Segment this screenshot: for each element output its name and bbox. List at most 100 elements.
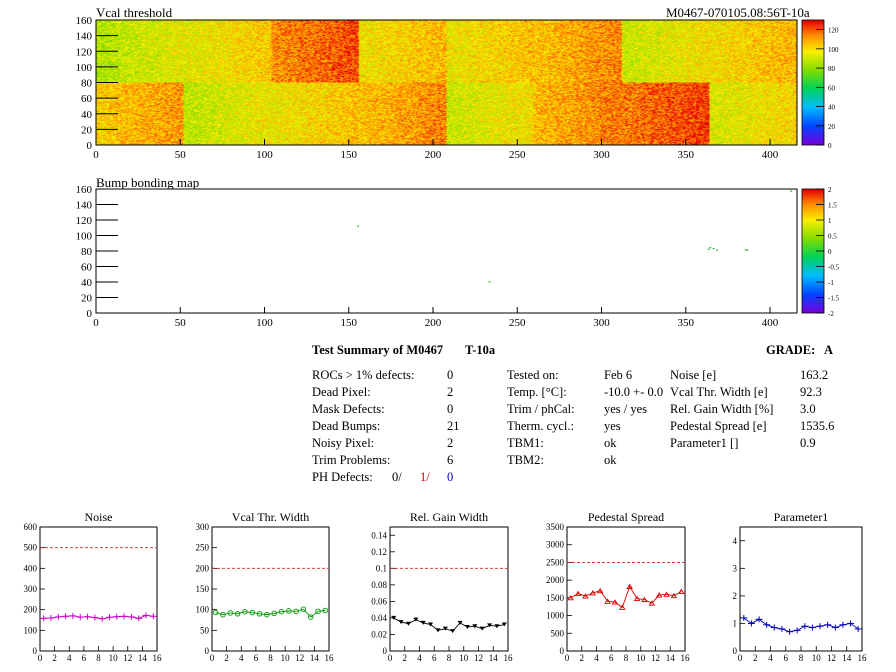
plot-title: Vcal Thr. Width <box>232 510 309 524</box>
y-tick-label: 0 <box>33 646 38 656</box>
y-tick-label: 1000 <box>546 611 565 621</box>
y-tick-label: 3000 <box>546 540 565 550</box>
y-tick-label: 0.06 <box>371 596 387 606</box>
bump-defect-point <box>746 249 749 251</box>
vcal-threshold-heatmap <box>96 20 797 145</box>
y-tick-label: 1500 <box>546 593 565 603</box>
data-point <box>413 617 419 622</box>
series-line <box>43 614 154 620</box>
y-tick-label: 0.14 <box>371 530 387 540</box>
x-tick-label: 4 <box>768 653 773 663</box>
y-tick-label: 300 <box>196 522 210 532</box>
data-point <box>472 624 478 629</box>
x-tick-label: 400 <box>762 317 779 329</box>
x-tick-label: 50 <box>175 149 187 161</box>
y-tick-label: 500 <box>24 543 38 553</box>
data-point <box>234 611 241 617</box>
palette-tick-label: 120 <box>828 27 839 35</box>
y-tick-label: 600 <box>24 522 38 532</box>
y-tick-label: 140 <box>76 31 93 43</box>
plot-title: Rel. Gain Width <box>410 510 488 524</box>
plot-frame <box>39 526 158 652</box>
y-tick-label: 120 <box>76 215 93 227</box>
y-tick-label: 2 <box>733 591 738 601</box>
data-point <box>574 590 582 597</box>
data-point <box>405 621 411 626</box>
x-tick-label: 100 <box>256 317 273 329</box>
y-tick-label: 60 <box>81 93 93 105</box>
data-point <box>322 607 329 614</box>
x-tick-label: 0 <box>738 653 743 663</box>
y-tick-label: 300 <box>24 584 38 594</box>
x-tick-label: 2 <box>753 653 758 663</box>
x-tick-label: 2 <box>403 653 408 663</box>
data-point <box>391 615 397 620</box>
y-tick-label: 50 <box>200 625 210 635</box>
x-tick-label: 16 <box>858 653 868 663</box>
data-point <box>457 620 463 625</box>
x-tick-label: 6 <box>254 653 259 663</box>
x-tick-label: 12 <box>474 653 483 663</box>
data-point <box>428 622 434 627</box>
y-tick-label: 100 <box>196 605 210 615</box>
y-tick-label: 80 <box>81 246 93 258</box>
x-tick-label: 250 <box>509 317 526 329</box>
data-point <box>435 628 441 633</box>
data-point <box>641 596 648 603</box>
x-tick-label: 0 <box>38 653 43 663</box>
data-point <box>494 624 500 629</box>
data-point <box>678 588 685 594</box>
x-tick-label: 300 <box>593 317 610 329</box>
data-point <box>501 622 507 627</box>
y-tick-label: 0.04 <box>371 613 387 623</box>
vcal-threshold-title: Vcal threshold <box>96 5 173 20</box>
x-tick-label: 400 <box>762 149 779 161</box>
series-line <box>743 617 859 633</box>
palette-tick-label: 0.5 <box>828 233 837 241</box>
palette-tick-label: 100 <box>828 46 839 54</box>
y-tick-label: 20 <box>81 124 93 136</box>
palette-tick-label: 1 <box>828 217 832 225</box>
x-tick-label: 2 <box>224 653 229 663</box>
y-tick-label: 0.02 <box>371 629 387 639</box>
palette-tick-label: 0 <box>828 248 832 256</box>
y-tick-label: 100 <box>76 231 93 243</box>
data-point <box>582 593 589 599</box>
y-tick-label: 200 <box>24 605 38 615</box>
y-tick-label: 0.1 <box>376 563 387 573</box>
y-tick-label: 100 <box>76 62 93 74</box>
palette-tick-label: -1 <box>828 279 834 287</box>
y-tick-label: 0.12 <box>371 547 387 557</box>
y-tick-label: 1 <box>733 618 738 628</box>
x-tick-label: 12 <box>651 653 660 663</box>
y-tick-label: 60 <box>81 262 93 274</box>
data-point <box>278 608 285 615</box>
data-point <box>220 611 226 618</box>
data-point <box>479 626 485 631</box>
x-tick-label: 10 <box>636 653 646 663</box>
plot-frame <box>389 526 509 652</box>
plot-title: Noise <box>85 510 113 524</box>
x-tick-label: 350 <box>678 149 695 161</box>
x-tick-label: 100 <box>256 149 273 161</box>
x-tick-label: 10 <box>459 653 469 663</box>
bump-defect-point <box>709 247 712 249</box>
x-tick-label: 10 <box>812 653 822 663</box>
data-point <box>256 611 263 617</box>
bump-bonding-frame <box>95 188 798 314</box>
plot-frame <box>739 526 863 652</box>
plot-frame <box>211 526 330 652</box>
data-point <box>264 611 270 618</box>
y-tick-label: 500 <box>551 628 565 638</box>
y-tick-label: 2500 <box>546 557 565 567</box>
x-tick-label: 150 <box>341 149 358 161</box>
palette-tick-label: 20 <box>828 123 836 131</box>
vcal-threshold-palette <box>802 20 824 145</box>
y-tick-label: 40 <box>81 109 93 121</box>
y-tick-label: 0.08 <box>371 580 387 590</box>
x-tick-label: 2 <box>580 653 585 663</box>
y-tick-label: 0 <box>87 140 93 152</box>
data-point <box>420 620 426 625</box>
